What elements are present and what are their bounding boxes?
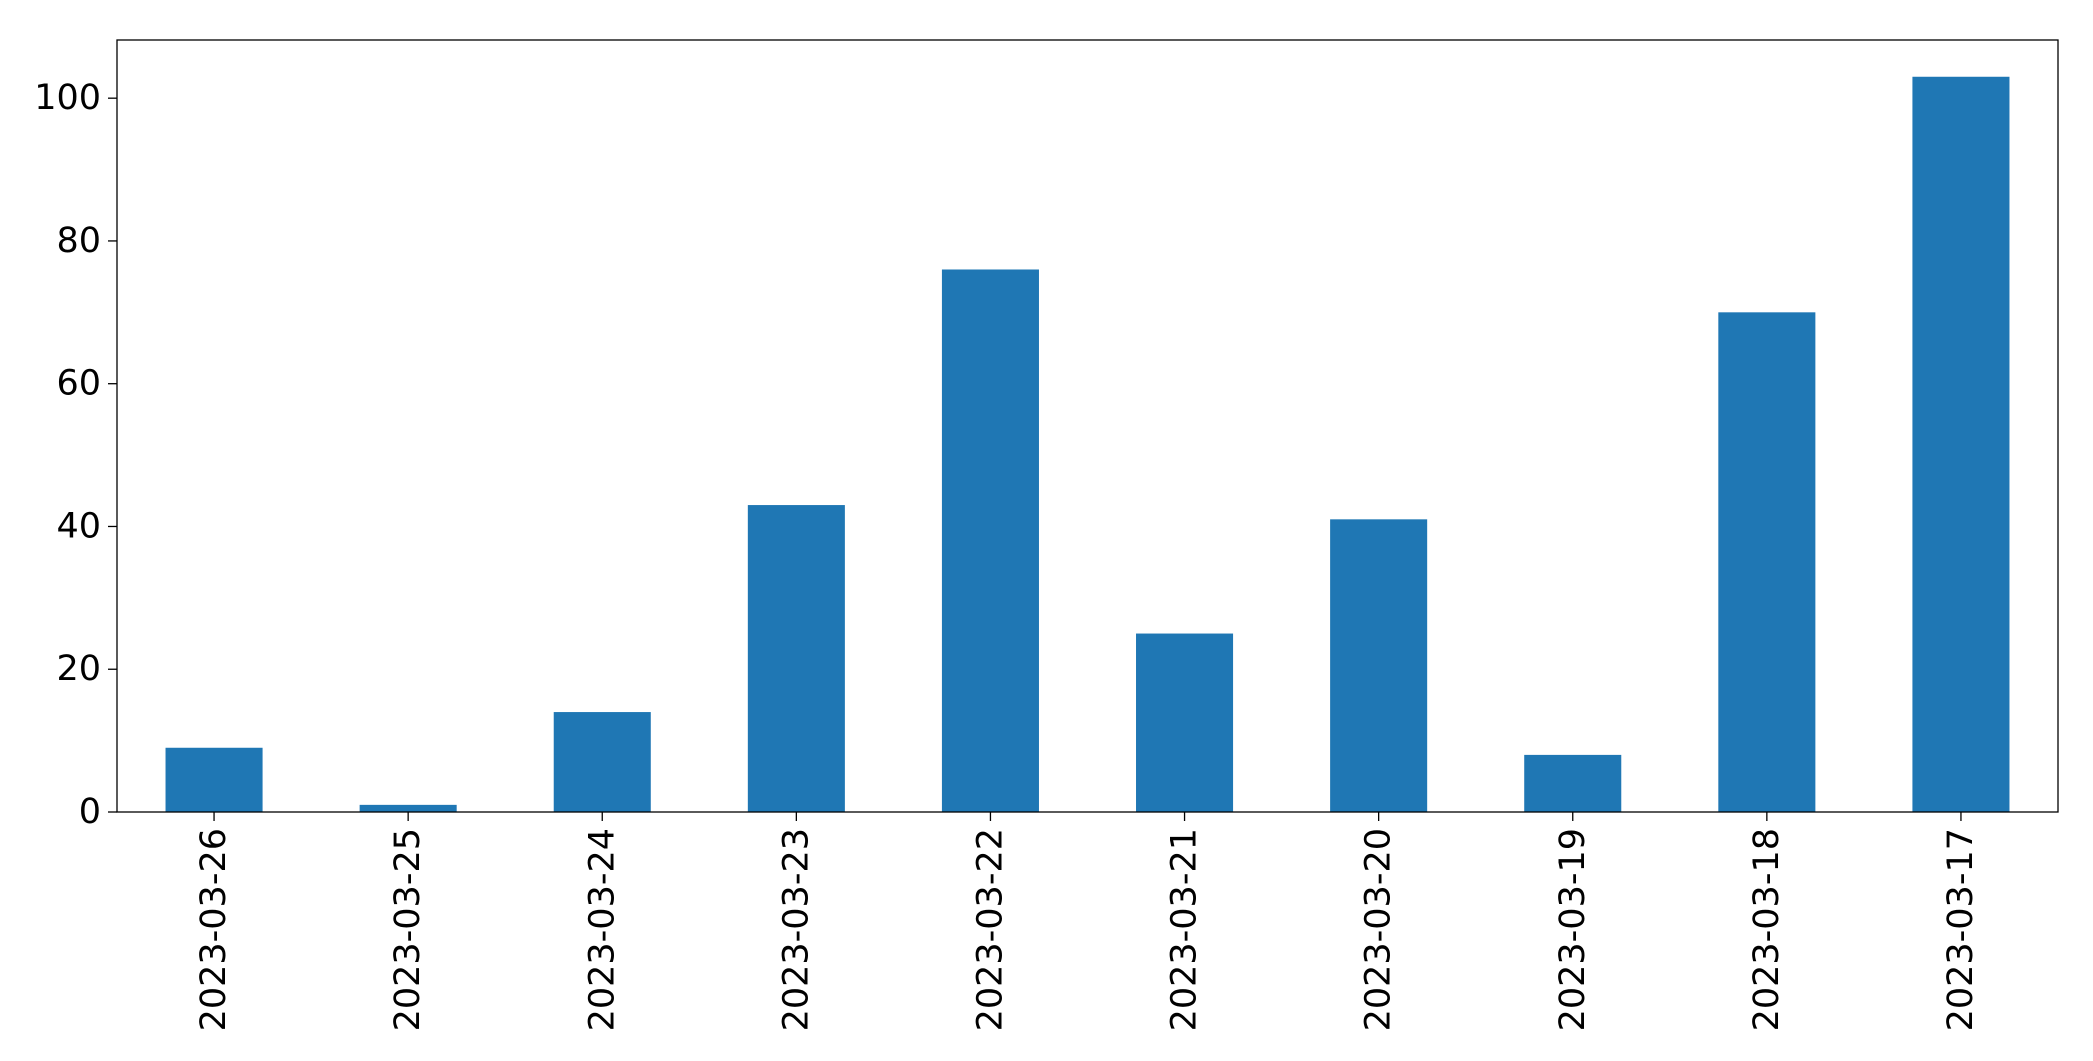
bar-2023-03-19 [1524,754,1622,812]
x-axis: 2023-03-26 2023-03-25 2023-03-24 2023-03-23… [194,812,1981,1031]
bar-2023-03-22 [941,269,1039,812]
x-tick-label: 2023-03-20 [1359,828,1399,1031]
bar-2023-03-26 [165,747,263,812]
y-tick-label: 40 [56,506,101,546]
bar-2023-03-25 [359,804,457,812]
x-tick-label: 2023-03-19 [1553,828,1593,1031]
y-tick-label: 100 [34,78,101,118]
x-tick-label: 2023-03-21 [1165,828,1205,1031]
plot-area-frame [116,39,2059,813]
bar-2023-03-24 [553,712,651,812]
y-tick-label: 20 [56,649,101,689]
bar-2023-03-21 [1136,633,1234,812]
x-tick-label: 2023-03-23 [776,828,816,1031]
y-tick-label: 80 [56,221,101,261]
x-tick-label: 2023-03-17 [1941,828,1981,1031]
y-axis: 0 20 40 60 80 100 [34,78,117,832]
bar-2023-03-20 [1330,519,1428,812]
y-tick-label: 60 [56,364,101,404]
x-tick-label: 2023-03-25 [388,828,428,1031]
x-tick-label: 2023-03-26 [194,828,234,1031]
x-tick-label: 2023-03-22 [970,828,1010,1031]
bars-group [165,76,2010,812]
bar-2023-03-23 [747,505,845,812]
bar-2023-03-18 [1718,312,1816,812]
x-tick-label: 2023-03-18 [1747,828,1787,1031]
y-tick-label: 0 [79,792,101,832]
bar-2023-03-17 [1912,76,2010,812]
x-tick-label: 2023-03-24 [582,828,622,1031]
